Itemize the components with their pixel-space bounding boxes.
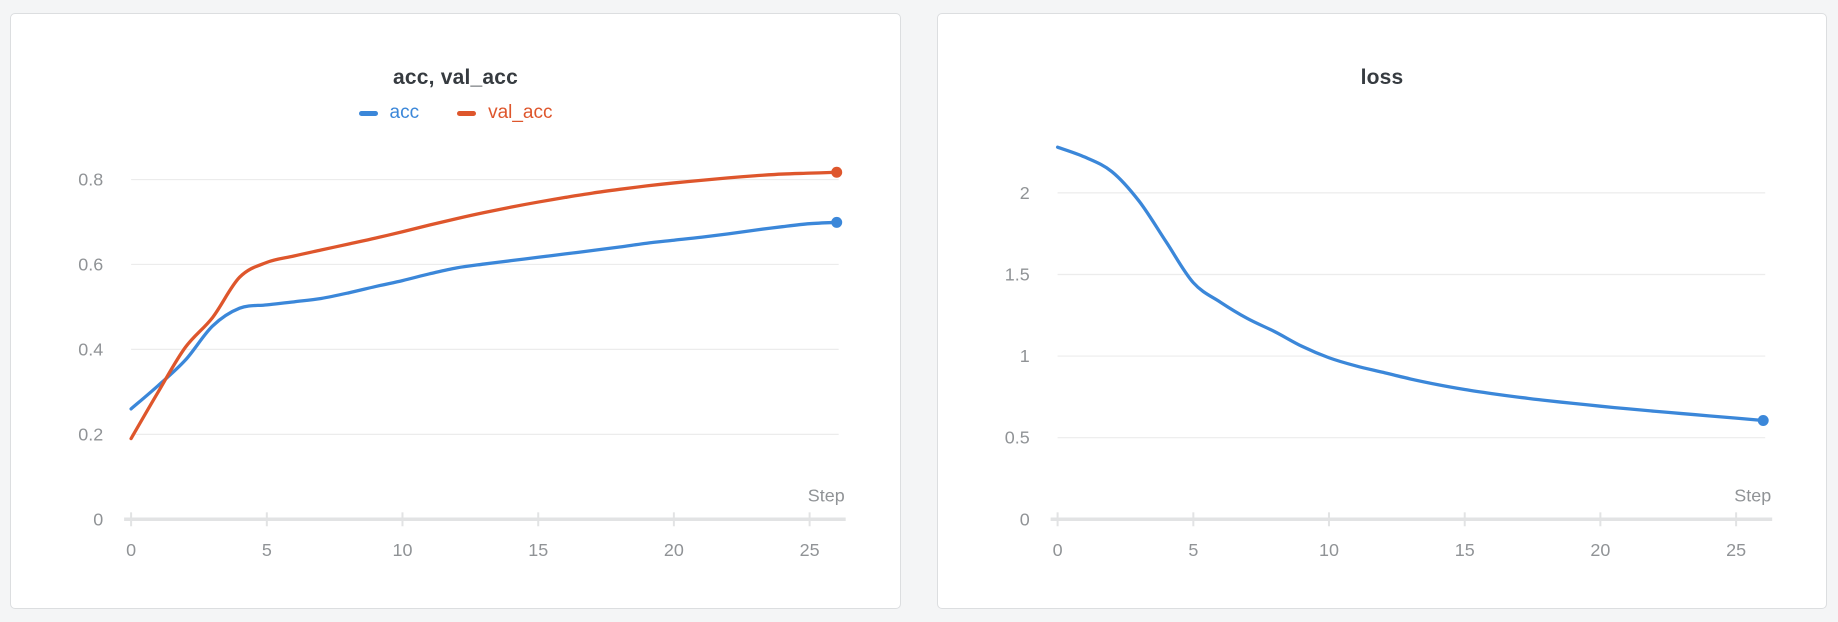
svg-text:0.2: 0.2 bbox=[78, 424, 103, 444]
svg-text:0: 0 bbox=[93, 509, 103, 529]
chart-title: loss bbox=[1360, 66, 1404, 89]
svg-text:25: 25 bbox=[800, 540, 820, 560]
svg-text:0.5: 0.5 bbox=[1005, 428, 1030, 448]
svg-text:5: 5 bbox=[262, 540, 272, 560]
svg-text:5: 5 bbox=[1188, 540, 1198, 560]
svg-text:15: 15 bbox=[1455, 540, 1475, 560]
svg-text:0.6: 0.6 bbox=[78, 254, 103, 274]
svg-text:2: 2 bbox=[1020, 183, 1030, 203]
legend-swatch-val-acc-icon bbox=[457, 110, 477, 116]
x-axis-label: Step bbox=[808, 485, 845, 505]
svg-text:25: 25 bbox=[1726, 540, 1746, 560]
legend-label-acc: acc bbox=[389, 102, 420, 123]
svg-text:1: 1 bbox=[1020, 346, 1030, 366]
loss-chart-plot[interactable]: 0 5 10 15 20 25 0 0.5 1 1.5 2 Step bbox=[938, 14, 1826, 608]
x-axis-label: Step bbox=[1734, 485, 1771, 505]
svg-text:1.5: 1.5 bbox=[1005, 265, 1030, 285]
svg-text:0: 0 bbox=[1020, 509, 1030, 529]
acc-chart-plot[interactable]: 0 5 10 15 20 25 0 0.2 0.4 0.6 0.8 Step bbox=[11, 14, 900, 608]
svg-text:20: 20 bbox=[664, 540, 684, 560]
svg-text:10: 10 bbox=[1319, 540, 1339, 560]
svg-text:10: 10 bbox=[393, 540, 413, 560]
chart-title: acc, val_acc bbox=[392, 66, 519, 89]
svg-text:0.8: 0.8 bbox=[78, 170, 103, 190]
svg-text:0: 0 bbox=[126, 540, 136, 560]
legend-label-val-acc: val_acc bbox=[488, 102, 553, 123]
panel-loss[interactable]: loss 0 5 10 15 20 25 0 0.5 1 1.5 2 Step bbox=[937, 13, 1827, 609]
svg-text:15: 15 bbox=[528, 540, 548, 560]
panel-acc-val-acc[interactable]: acc, val_acc acc val_acc 0 5 10 15 20 25 0 0.2 0… bbox=[10, 13, 901, 609]
svg-text:0: 0 bbox=[1053, 540, 1063, 560]
legend: acc val_acc bbox=[11, 102, 900, 124]
legend-swatch-acc-icon bbox=[358, 110, 378, 116]
svg-text:0.4: 0.4 bbox=[78, 339, 103, 359]
legend-item-acc[interactable]: acc bbox=[358, 102, 420, 124]
legend-item-val-acc[interactable]: val_acc bbox=[457, 102, 553, 124]
svg-text:20: 20 bbox=[1590, 540, 1610, 560]
